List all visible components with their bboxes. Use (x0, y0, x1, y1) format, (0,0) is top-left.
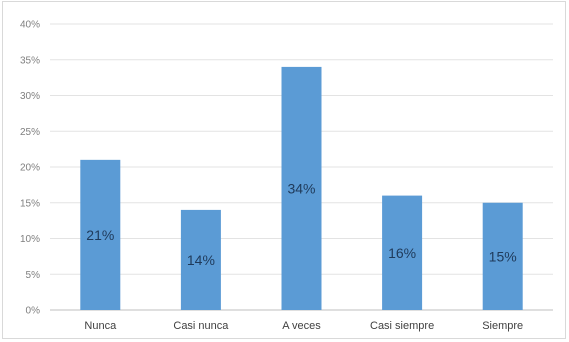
data-label: 16% (388, 245, 416, 261)
x-tick-label: Casi siempre (370, 320, 434, 332)
data-label: 14% (187, 252, 215, 268)
y-tick-label: 25% (20, 127, 40, 138)
y-tick-label: 15% (20, 198, 40, 209)
x-tick-label: Nunca (84, 320, 117, 332)
y-tick-label: 20% (20, 163, 40, 174)
x-tick-label: Casi nunca (173, 320, 229, 332)
y-tick-label: 5% (26, 270, 41, 281)
y-tick-label: 10% (20, 234, 40, 245)
data-label: 15% (489, 248, 517, 264)
y-tick-label: 0% (26, 306, 41, 317)
y-tick-label: 30% (20, 91, 40, 102)
data-label: 34% (287, 180, 315, 196)
data-label: 21% (86, 227, 114, 243)
y-tick-label: 40% (20, 20, 40, 31)
x-tick-label: A veces (282, 320, 321, 332)
y-tick-label: 35% (20, 55, 40, 66)
x-tick-label: Siempre (482, 320, 523, 332)
